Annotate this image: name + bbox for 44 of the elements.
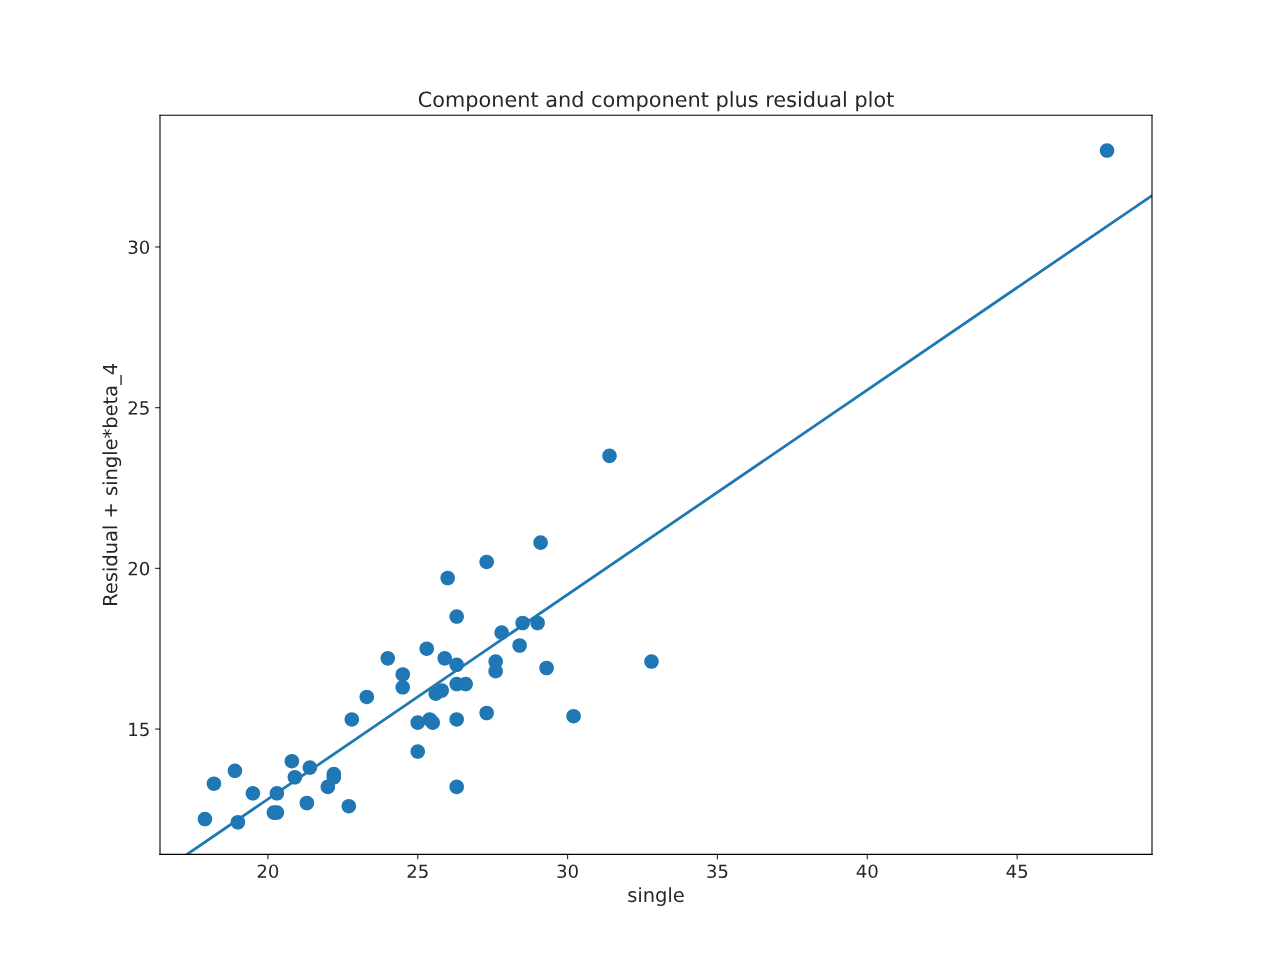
- x-tick-label: 40: [856, 864, 878, 879]
- point: [380, 651, 396, 666]
- point: [434, 683, 449, 698]
- y-tick-label: 20: [128, 561, 150, 576]
- point: [1099, 143, 1115, 158]
- point: [410, 744, 426, 759]
- chart-title: Component and component plus residual plot: [418, 91, 894, 112]
- x-tick-label: 35: [707, 864, 728, 879]
- point: [284, 753, 300, 769]
- point: [479, 705, 494, 721]
- point: [206, 776, 222, 791]
- point: [341, 798, 357, 814]
- point: [533, 535, 548, 550]
- x-tick-label: 45: [1006, 864, 1028, 879]
- point: [437, 651, 452, 666]
- x-tick-label: 20: [257, 864, 279, 879]
- point: [410, 715, 426, 730]
- point: [299, 795, 315, 811]
- point: [449, 712, 464, 727]
- point: [512, 638, 527, 653]
- point: [395, 667, 411, 682]
- point: [419, 641, 435, 656]
- point: [245, 786, 261, 801]
- point: [440, 570, 455, 586]
- y-tick-label: 15: [129, 722, 149, 737]
- point: [449, 779, 464, 795]
- point: [344, 712, 360, 727]
- x-tick-label: 30: [557, 864, 578, 879]
- point: [479, 554, 494, 570]
- point: [395, 679, 411, 695]
- point: [227, 763, 243, 779]
- point: [449, 609, 464, 624]
- point: [197, 811, 213, 827]
- y-tick-label: 25: [128, 401, 149, 415]
- point: [566, 708, 581, 724]
- point: [359, 689, 375, 705]
- point: [602, 448, 617, 464]
- x-axis-title: single: [628, 887, 684, 906]
- y-tick-label: 30: [128, 240, 150, 255]
- point: [644, 654, 659, 669]
- point: [530, 615, 545, 631]
- point: [539, 660, 554, 676]
- y-axis-title: Residual + single*beta_4: [102, 363, 122, 605]
- x-tick-label: 25: [407, 864, 428, 879]
